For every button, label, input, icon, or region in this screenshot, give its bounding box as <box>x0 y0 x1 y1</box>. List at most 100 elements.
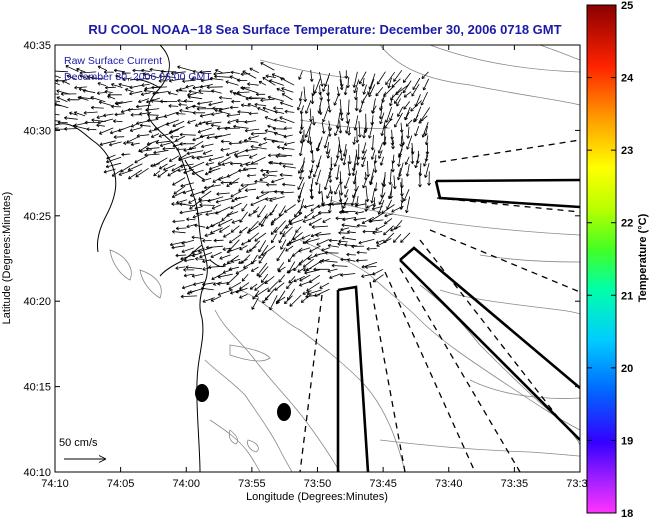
current-vector <box>55 104 61 107</box>
colorbar <box>586 4 617 514</box>
current-vector <box>361 216 374 224</box>
colorbar-tick-label: 21 <box>621 290 633 302</box>
current-vector <box>177 65 194 72</box>
current-vector <box>79 74 89 80</box>
current-vector <box>373 161 378 173</box>
x-tick-label: 73:45 <box>369 478 397 490</box>
current-vector <box>201 143 214 149</box>
current-vector <box>319 282 330 289</box>
current-vector <box>78 95 95 100</box>
current-vector <box>176 147 186 152</box>
current-vector <box>179 209 197 215</box>
current-vector <box>276 247 286 262</box>
current-vector <box>56 96 68 103</box>
current-vector <box>202 150 212 155</box>
current-vector <box>115 100 133 106</box>
current-vector <box>211 89 222 94</box>
current-vector <box>188 198 197 204</box>
current-vector <box>304 269 320 275</box>
current-vector <box>298 280 313 287</box>
current-vector <box>375 224 386 231</box>
current-vector <box>242 70 257 79</box>
shipping-lanes <box>299 139 580 472</box>
current-vector <box>298 119 303 135</box>
current-vector <box>175 88 188 93</box>
current-vector <box>199 252 213 259</box>
current-vector <box>163 164 176 171</box>
current-vector <box>224 126 240 131</box>
current-vector <box>286 280 294 290</box>
current-vector <box>103 168 116 174</box>
current-vector <box>55 75 61 79</box>
current-vector <box>175 266 186 270</box>
current-vector <box>217 174 232 181</box>
current-vector <box>269 295 278 311</box>
current-vector <box>369 175 374 186</box>
current-vector <box>310 231 322 238</box>
current-vector <box>220 139 230 144</box>
current-vector <box>380 120 386 137</box>
current-vector <box>225 80 239 86</box>
current-vector <box>260 218 266 227</box>
current-vector <box>376 238 392 247</box>
current-vectors <box>55 62 431 311</box>
current-vector <box>171 229 186 234</box>
current-vector <box>400 232 411 243</box>
colorbar-tick-label: 19 <box>621 435 633 447</box>
current-vector <box>76 67 86 73</box>
current-vector <box>195 210 213 216</box>
current-vector <box>413 114 419 123</box>
current-vector <box>353 217 366 222</box>
current-vector <box>346 252 356 257</box>
current-vector <box>380 185 384 198</box>
current-vector <box>377 142 383 154</box>
current-vector <box>113 68 125 73</box>
current-vector <box>226 211 239 217</box>
current-vector <box>229 105 239 110</box>
current-vector <box>296 101 302 111</box>
current-vector <box>96 91 107 96</box>
current-vector <box>179 132 196 137</box>
current-vector <box>404 156 410 166</box>
current-vector <box>67 97 80 102</box>
current-vector <box>259 175 269 181</box>
current-vector <box>168 155 180 162</box>
current-vector <box>171 190 185 198</box>
current-vector <box>212 281 222 286</box>
current-vector <box>283 204 296 213</box>
current-vector <box>263 137 278 142</box>
y-tick-label: 40:10 <box>23 467 51 479</box>
colorbar-tick-label: 23 <box>621 145 633 157</box>
colorbar-tick-label: 22 <box>621 218 633 230</box>
current-vector <box>175 253 187 258</box>
current-vector <box>122 77 132 82</box>
current-vector <box>339 108 344 122</box>
current-vector <box>406 126 411 139</box>
current-vector <box>304 211 314 219</box>
y-axis-label: Latitude (Degrees:Minutes) <box>1 192 13 325</box>
current-vector <box>298 247 311 253</box>
current-vector <box>158 163 168 170</box>
current-vector <box>254 179 268 184</box>
current-vector <box>392 175 397 190</box>
current-vector <box>183 258 195 263</box>
current-vector <box>271 139 284 144</box>
current-vector <box>72 124 89 130</box>
current-vector <box>327 268 338 273</box>
current-vector <box>254 232 267 242</box>
current-vector <box>244 188 257 193</box>
current-vector <box>97 65 108 71</box>
current-vector <box>248 210 258 217</box>
current-vector <box>255 92 266 97</box>
current-vector <box>250 131 267 136</box>
y-axis-ticks: 40:10 40:15 40:20 40:25 40:30 40:35 <box>23 40 580 479</box>
current-vector <box>272 126 286 131</box>
current-vector <box>268 79 284 86</box>
current-vector <box>351 163 357 177</box>
current-vector <box>338 230 349 235</box>
current-vector <box>228 266 239 271</box>
current-vector <box>370 134 375 151</box>
current-vector <box>393 70 403 82</box>
current-vector <box>228 234 242 244</box>
current-vector <box>262 295 269 304</box>
